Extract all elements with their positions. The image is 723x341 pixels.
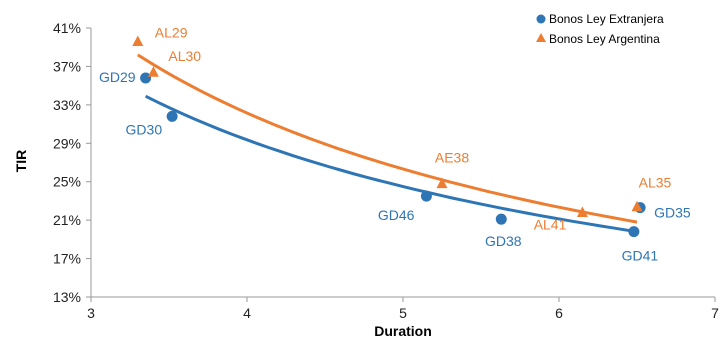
y-tick-label: 37% bbox=[53, 58, 81, 74]
y-tick-label: 33% bbox=[53, 97, 81, 113]
point-label-al35: AL35 bbox=[639, 175, 672, 191]
data-point-gd41 bbox=[628, 226, 640, 238]
legend-marker-argentina bbox=[536, 33, 546, 42]
y-tick-label: 25% bbox=[53, 174, 81, 190]
point-label-gd38: GD38 bbox=[485, 233, 522, 249]
y-axis-title: TIR bbox=[13, 150, 29, 173]
y-tick-label: 17% bbox=[53, 251, 81, 267]
x-tick-label: 6 bbox=[555, 305, 563, 321]
data-point-gd46 bbox=[420, 190, 432, 202]
x-tick-label: 4 bbox=[243, 305, 251, 321]
x-tick-label: 3 bbox=[87, 305, 95, 321]
y-tick-label: 13% bbox=[53, 289, 81, 305]
point-labels: GD29 GD30 GD46 GD38 GD35 GD41 AL29 AL30 AE38 AL41… bbox=[99, 24, 691, 263]
data-point-al35 bbox=[631, 200, 643, 212]
point-label-gd35: GD35 bbox=[654, 205, 691, 221]
x-tick-label: 5 bbox=[399, 305, 407, 321]
legend-marker-extranjera bbox=[536, 14, 546, 24]
x-ticks: 3 4 5 6 7 bbox=[87, 297, 719, 321]
data-point-gd29 bbox=[140, 72, 152, 84]
data-point-ae38 bbox=[436, 177, 448, 189]
trendline-series-1 bbox=[137, 53, 638, 224]
data-point-gd38 bbox=[495, 213, 507, 225]
trendlines bbox=[137, 53, 638, 234]
data-point-al41 bbox=[576, 206, 588, 217]
data-point-al30 bbox=[147, 66, 159, 77]
point-label-ae38: AE38 bbox=[435, 150, 469, 166]
y-tick-label: 41% bbox=[53, 20, 81, 36]
point-label-al29: AL29 bbox=[155, 24, 188, 40]
point-label-gd41: GD41 bbox=[622, 248, 659, 264]
data-markers bbox=[132, 35, 646, 238]
y-tick-label: 29% bbox=[53, 135, 81, 151]
point-label-al41: AL41 bbox=[534, 216, 567, 232]
point-label-gd46: GD46 bbox=[378, 207, 415, 223]
point-label-al30: AL30 bbox=[168, 48, 201, 64]
x-tick-label: 7 bbox=[711, 305, 719, 321]
x-axis-title: Duration bbox=[374, 323, 432, 339]
data-point-gd30 bbox=[166, 110, 178, 122]
y-ticks: 13% 17% 21% 25% 29% 33% 37% 41% bbox=[53, 20, 91, 305]
point-label-gd30: GD30 bbox=[126, 121, 163, 137]
trendline-series-0 bbox=[144, 94, 638, 234]
legend: Bonos Ley Extranjera Bonos Ley Argentina bbox=[536, 12, 664, 46]
legend-label-argentina: Bonos Ley Argentina bbox=[549, 32, 660, 46]
point-label-gd29: GD29 bbox=[99, 69, 136, 85]
y-tick-label: 21% bbox=[53, 212, 81, 228]
data-point-al29 bbox=[132, 35, 144, 46]
legend-label-extranjera: Bonos Ley Extranjera bbox=[549, 12, 664, 26]
